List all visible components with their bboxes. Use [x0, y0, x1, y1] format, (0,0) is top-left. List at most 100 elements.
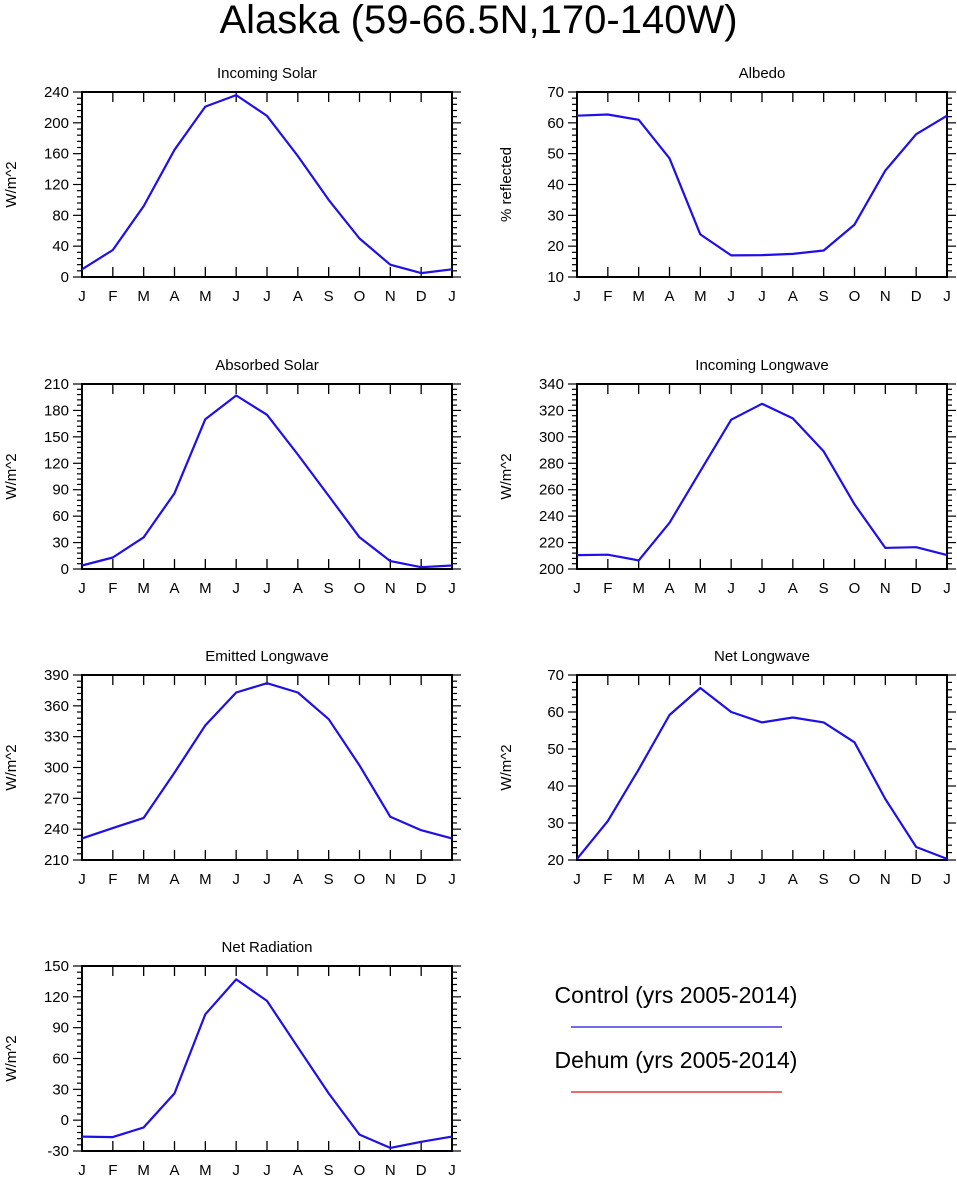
panel-title: Albedo	[739, 65, 786, 82]
x-tick-label: A	[788, 580, 798, 597]
y-tick-label: 120	[44, 989, 69, 1006]
x-tick-label: A	[788, 288, 798, 305]
y-axis-label: W/m^2	[3, 161, 20, 207]
x-tick-label: J	[78, 580, 86, 597]
plot-frame	[81, 965, 453, 1152]
y-tick-label: 70	[547, 84, 564, 101]
y-tick-label: 220	[539, 535, 564, 552]
y-tick-label: 40	[547, 177, 564, 194]
panel-6: J F M A M J J A S O N D J 20 30 40 50 60 70 Net Longwave W/m…	[498, 648, 956, 888]
x-tick-label: N	[880, 288, 891, 305]
x-tick-label: N	[385, 580, 396, 597]
y-tick-label: 30	[547, 815, 564, 832]
x-tick-label: J	[758, 580, 766, 597]
x-tick-label: M	[137, 288, 150, 305]
x-tick-label: O	[849, 580, 861, 597]
y-tick-label: 20	[547, 238, 564, 255]
x-tick-label: D	[416, 1162, 427, 1179]
y-tick-label: 200	[44, 115, 69, 132]
panel-4: J F M A M J J A S O N D J 200 220 240 260 280 300 320 340 Inc…	[498, 357, 956, 597]
x-tick-label: N	[385, 871, 396, 888]
y-tick-label: 90	[52, 1020, 69, 1037]
y-axis-label: W/m^2	[3, 453, 20, 499]
y-axis-label: W/m^2	[498, 744, 515, 790]
y-tick-label: 330	[44, 729, 69, 746]
x-tick-label: A	[664, 871, 674, 888]
y-tick-label: 30	[52, 1081, 69, 1098]
y-tick-label: 40	[52, 238, 69, 255]
y-tick-label: 150	[44, 958, 69, 975]
x-tick-label: M	[137, 1162, 150, 1179]
legend: Control (yrs 2005-2014) Dehum (yrs 2005-2…	[555, 982, 797, 1093]
y-tick-label: 210	[44, 376, 69, 393]
y-tick-label: 180	[44, 402, 69, 419]
y-tick-label: 80	[52, 207, 69, 224]
y-tick-label: 300	[44, 760, 69, 777]
x-tick-label: S	[324, 1162, 334, 1179]
x-tick-label: J	[573, 580, 581, 597]
figure-title: Alaska (59-66.5N,170-140W)	[219, 0, 738, 42]
x-tick-label: J	[232, 1162, 240, 1179]
x-tick-label: A	[169, 288, 179, 305]
x-tick-label: M	[632, 580, 645, 597]
y-tick-label: 90	[52, 482, 69, 499]
y-tick-label: 0	[61, 269, 69, 286]
panel-title: Incoming Longwave	[695, 357, 828, 374]
panel-3: J F M A M J J A S O N D J0306090120150180210Absorbed…	[3, 357, 461, 597]
x-tick-label: J	[232, 580, 240, 597]
x-tick-label: D	[911, 288, 922, 305]
x-tick-label: M	[199, 288, 212, 305]
y-tick-label: 60	[547, 704, 564, 721]
x-tick-label: J	[943, 580, 951, 597]
y-tick-label: 270	[44, 790, 69, 807]
y-tick-label: 50	[547, 741, 564, 758]
x-tick-label: A	[169, 1162, 179, 1179]
x-tick-label: S	[819, 871, 829, 888]
x-tick-label: A	[293, 288, 303, 305]
panel-title: Incoming Solar	[217, 65, 317, 82]
x-tick-label: M	[632, 871, 645, 888]
x-tick-label: M	[694, 871, 707, 888]
y-tick-label: 150	[44, 429, 69, 446]
y-tick-label: 260	[539, 482, 564, 499]
x-tick-label: F	[108, 871, 117, 888]
x-tick-label: N	[880, 871, 891, 888]
y-tick-label: 340	[539, 376, 564, 393]
x-tick-label: J	[573, 871, 581, 888]
y-tick-label: 50	[547, 146, 564, 163]
y-tick-label: 60	[547, 115, 564, 132]
panel-title: Emitted Longwave	[205, 648, 328, 665]
x-tick-label: S	[324, 288, 334, 305]
x-tick-label: J	[943, 871, 951, 888]
x-tick-label: S	[324, 580, 334, 597]
x-tick-label: J	[263, 288, 271, 305]
series-line	[81, 978, 453, 1150]
y-tick-label: 280	[539, 455, 564, 472]
x-tick-label: J	[758, 871, 766, 888]
x-tick-label: A	[293, 580, 303, 597]
x-tick-label: A	[293, 1162, 303, 1179]
panel-7: J F M A M J J A S O N D J -30 0 30 60 90 120 150 Net Radiati…	[3, 939, 461, 1179]
series-line	[81, 394, 453, 569]
x-tick-label: S	[324, 871, 334, 888]
x-tick-label: A	[664, 580, 674, 597]
y-tick-label: 120	[44, 455, 69, 472]
x-tick-label: J	[573, 288, 581, 305]
x-tick-label: S	[819, 288, 829, 305]
x-tick-label: O	[354, 871, 366, 888]
y-tick-label: 30	[547, 207, 564, 224]
y-tick-label: 320	[539, 402, 564, 419]
x-tick-label: F	[603, 580, 612, 597]
series-line	[81, 93, 453, 275]
y-tick-label: 240	[44, 821, 69, 838]
x-tick-label: D	[416, 580, 427, 597]
y-tick-label: 0	[61, 1112, 69, 1129]
x-tick-label: F	[108, 1162, 117, 1179]
panel-title: Net Longwave	[714, 648, 810, 665]
plot-frame	[576, 383, 948, 570]
x-tick-label: O	[354, 580, 366, 597]
x-tick-label: O	[849, 288, 861, 305]
x-tick-label: J	[78, 871, 86, 888]
x-tick-label: J	[727, 871, 735, 888]
panel-5: J F M A M J J A S O N D J 210 240 270 300 330 360 390 Emitte…	[3, 648, 461, 888]
